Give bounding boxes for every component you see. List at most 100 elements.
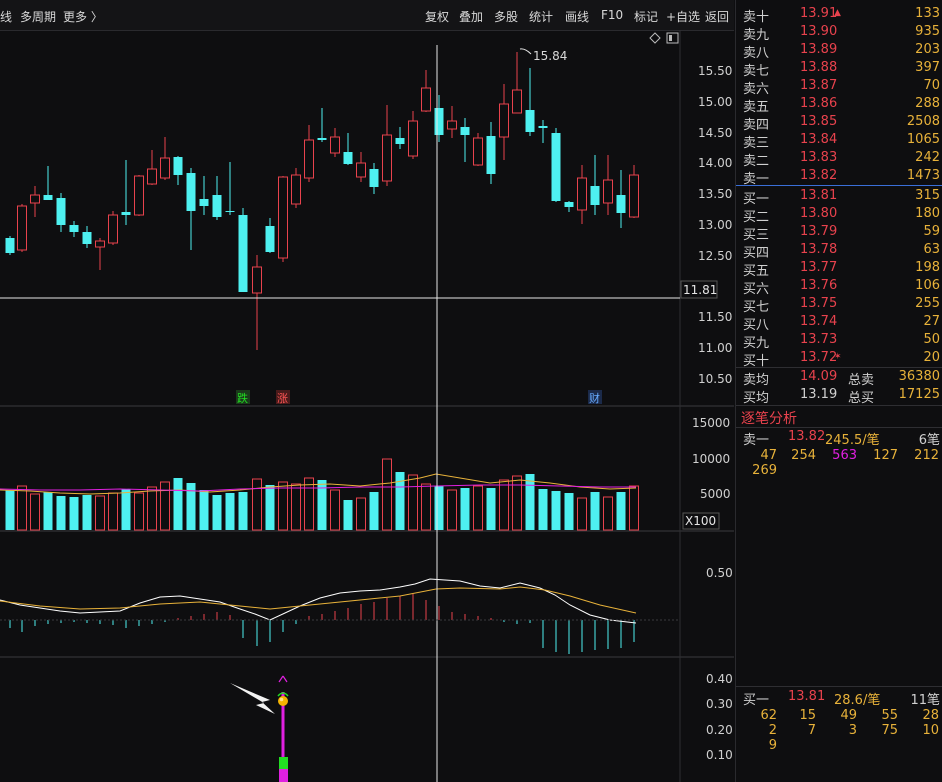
toolbar-item-multi-period[interactable]: 多周期 <box>20 10 57 24</box>
candle-body <box>460 127 470 135</box>
volume-bars <box>5 458 639 531</box>
candle-body <box>291 174 301 205</box>
total-ask-label: 总卖 <box>848 373 875 388</box>
overlay-button[interactable]: 叠加 <box>459 10 484 24</box>
candle-body <box>108 214 118 244</box>
collapse-icon[interactable] <box>666 32 679 44</box>
volume-axis: 15000 10000 5000 <box>692 416 731 501</box>
tick-sell-label: 卖一 <box>743 433 770 448</box>
ask-row[interactable]: 卖九 13.90 935 <box>736 23 942 43</box>
volume-bar <box>525 474 535 530</box>
price-tick: 15.50 <box>698 64 732 78</box>
bid-row[interactable]: 买十 13.72 20 ✶ <box>736 349 942 369</box>
bid-volume: 180 <box>915 206 940 221</box>
tick-value: 10 <box>922 723 939 738</box>
tick-sell-avg: 245.5/笔 <box>825 433 880 448</box>
ask-row[interactable]: 卖一 13.82 1473 <box>736 167 942 187</box>
bid-level-label: 买六 <box>743 282 770 297</box>
candle-body <box>69 225 79 232</box>
bid-row[interactable]: 买三 13.79 59 <box>736 223 942 243</box>
finance-marker[interactable]: 财 <box>589 391 600 405</box>
ask-row[interactable]: 卖二 13.83 242 <box>736 149 942 169</box>
statistics-button[interactable]: 统计 <box>529 10 554 24</box>
macd-tick: 0.50 <box>706 566 733 580</box>
back-button[interactable]: 返回 <box>705 10 730 24</box>
tick-value: 55 <box>881 708 898 723</box>
ask-row[interactable]: 卖五 13.86 288 <box>736 95 942 115</box>
candle-body <box>121 212 131 215</box>
ask-price: 13.91 <box>800 6 838 21</box>
toolbar-item-more[interactable]: 更多 〉 <box>63 10 103 24</box>
price-tick: 11.00 <box>698 341 732 355</box>
candle-body <box>356 162 366 178</box>
ask-row[interactable]: 卖三 13.84 1065 <box>736 131 942 151</box>
toolbar-item-line[interactable]: 线 <box>0 10 13 24</box>
volume-bar <box>421 483 431 531</box>
candle-body <box>434 108 444 135</box>
bid-row[interactable]: 买五 13.77 198 <box>736 259 942 279</box>
order-book-panel: 卖十 13.91 133 ▲ 卖九 13.90 935 卖八 13.89 203 卖七 13.88 39… <box>735 0 942 782</box>
ask-price: 13.90 <box>800 24 838 39</box>
bid-price: 13.77 <box>800 260 838 275</box>
up-marker-bg <box>276 390 290 404</box>
volume-bar <box>460 488 470 530</box>
ask-average-label: 卖均 <box>743 373 770 388</box>
ask-row[interactable]: 卖六 13.87 70 <box>736 77 942 97</box>
bid-row[interactable]: 买八 13.74 27 <box>736 313 942 333</box>
ask-volume: 288 <box>915 96 940 111</box>
bid-average-value: 13.19 <box>800 387 838 402</box>
tick-value: 62 <box>760 708 777 723</box>
tick-section-divider <box>736 405 942 406</box>
ask-row[interactable]: 卖七 13.88 397 <box>736 59 942 79</box>
bid-row[interactable]: 买四 13.78 63 <box>736 241 942 261</box>
diamond-icon[interactable] <box>649 32 661 44</box>
mark-button[interactable]: 标记 <box>634 10 659 24</box>
signal-tick: 0.20 <box>706 723 733 737</box>
ask-level-label: 卖九 <box>743 28 770 43</box>
bid-level-label: 买四 <box>743 246 770 261</box>
bid-price: 13.78 <box>800 242 838 257</box>
multi-stock-button[interactable]: 多股 <box>494 10 519 24</box>
bid-row[interactable]: 买七 13.75 255 <box>736 295 942 315</box>
ask-row[interactable]: 卖十 13.91 133 ▲ <box>736 5 942 25</box>
volume-bar <box>603 496 613 531</box>
price-tick: 15.00 <box>698 95 732 109</box>
bid-row[interactable]: 买二 13.80 180 <box>736 205 942 225</box>
bid-row[interactable]: 买六 13.76 106 <box>736 277 942 297</box>
candle-body <box>225 211 235 212</box>
f10-button[interactable]: F10 <box>601 8 624 22</box>
tick-value: 28 <box>922 708 939 723</box>
tick-buy-avg: 28.6/笔 <box>834 693 881 708</box>
tick-buy-divider <box>736 686 942 687</box>
chart-area[interactable]: 15.84 15.50 15.00 14.50 14.00 13.50 13.0… <box>0 0 734 782</box>
bid-row[interactable]: 买九 13.73 50 <box>736 331 942 351</box>
tick-value: 254 <box>791 448 816 463</box>
price-tick: 11.50 <box>698 310 732 324</box>
total-ask-value: 36380 <box>898 369 940 384</box>
star-icon: ✶ <box>834 352 842 362</box>
ask-volume: 397 <box>915 60 940 75</box>
candle-body <box>330 136 340 154</box>
ask-row[interactable]: 卖四 13.85 2508 <box>736 113 942 133</box>
price-tick: 14.50 <box>698 126 732 140</box>
bid-price: 13.74 <box>800 314 838 329</box>
bid-volume: 255 <box>915 296 940 311</box>
up-marker[interactable]: 涨 <box>277 392 288 405</box>
restore-rights-button[interactable]: 复权 <box>425 10 450 24</box>
volume-bar <box>278 481 288 531</box>
price-tick: 13.50 <box>698 187 732 201</box>
volume-bar <box>134 492 144 531</box>
ask-volume: 1473 <box>906 168 940 183</box>
ask-row[interactable]: 卖八 13.89 203 <box>736 41 942 61</box>
volume-bar <box>395 472 405 530</box>
volume-bar <box>238 492 248 530</box>
candle-body <box>173 157 183 175</box>
candle-body <box>30 194 40 204</box>
bid-row[interactable]: 买一 13.81 315 <box>736 187 942 207</box>
down-marker[interactable]: 跌 <box>237 391 248 405</box>
add-watchlist-button[interactable]: +自选 <box>666 10 701 24</box>
candle-body <box>395 138 405 144</box>
ask-level-label: 卖七 <box>743 64 770 79</box>
volume-bar <box>304 477 314 531</box>
draw-line-button[interactable]: 画线 <box>565 10 590 24</box>
